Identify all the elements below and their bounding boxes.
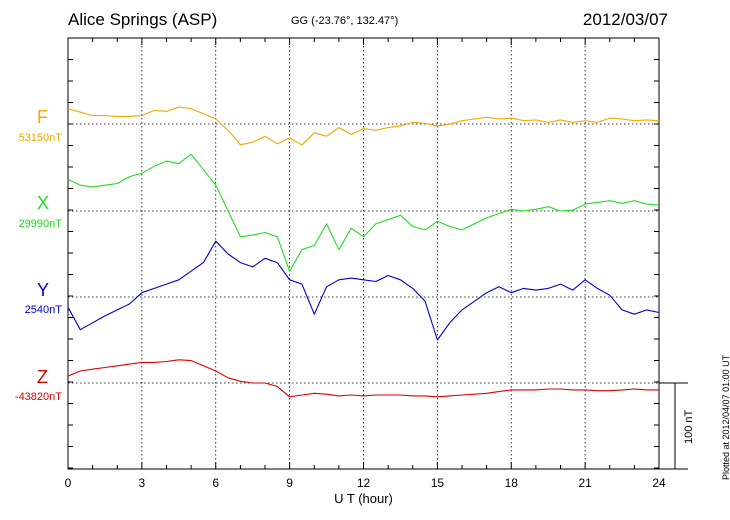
series-line-y — [67, 240, 660, 341]
x-tick-label-21: 21 — [578, 476, 592, 490]
plot-series — [67, 106, 660, 398]
x-tick-label-24: 24 — [652, 476, 666, 490]
scale-bar — [659, 382, 688, 470]
x-tick-label-0: 0 — [65, 476, 72, 490]
chart-date: 2012/03/07 — [582, 10, 668, 29]
series-line-x — [67, 153, 660, 272]
x-tick-label-18: 18 — [505, 476, 519, 490]
station-coords: GG (-23.76°, 132.47°) — [291, 15, 399, 27]
series-baseline-f: 53150nT — [18, 132, 62, 144]
x-tick-label-3: 3 — [139, 476, 146, 490]
x-tick-label-12: 12 — [357, 476, 371, 490]
series-name-x: X — [37, 193, 50, 213]
series-name-f: F — [37, 107, 48, 127]
station-title: Alice Springs (ASP) — [68, 10, 218, 29]
x-tick-label-6: 6 — [212, 476, 219, 490]
x-axis-title: U T (hour) — [334, 491, 393, 506]
scale-label: 100 nT — [683, 409, 695, 444]
series-baseline-y: 2540nT — [24, 304, 62, 316]
x-tick-label-15: 15 — [431, 476, 445, 490]
plot-grid — [68, 38, 659, 469]
series-baseline-x: 29990nT — [18, 218, 62, 230]
series-line-f — [67, 106, 660, 146]
plotted-note: Plotted at 2012/04/07 01:00 UT — [721, 354, 730, 480]
plot-frame — [67, 37, 660, 470]
series-name-y: Y — [37, 280, 50, 300]
x-tick-label-9: 9 — [286, 476, 293, 490]
x-axis: 0 3 6 9 12 15 18 21 24 U T (hour) — [65, 476, 666, 506]
series-line-z — [67, 359, 659, 398]
series-baseline-z: -43820nT — [14, 391, 62, 403]
series-name-z: Z — [37, 367, 48, 387]
